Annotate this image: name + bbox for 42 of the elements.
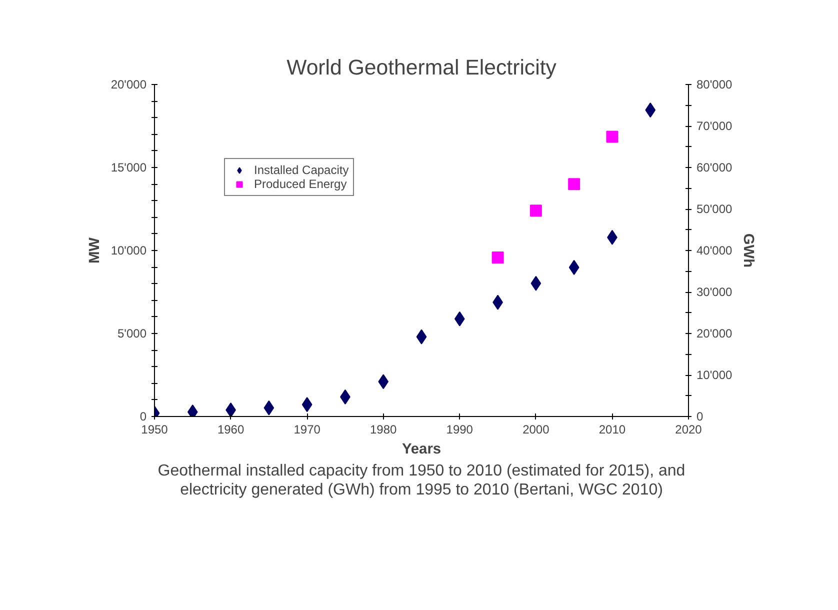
x-tick-label: 2010	[598, 422, 626, 436]
y2-tick-label: 50'000	[696, 202, 732, 216]
x-tick-label: 1980	[370, 422, 398, 436]
point	[454, 311, 465, 326]
point	[645, 102, 656, 118]
point	[530, 204, 542, 217]
x-tick-label: 1970	[294, 422, 321, 436]
y2-tick-label: 0	[696, 410, 704, 424]
y-tick-label: 0	[140, 410, 147, 424]
y-tick-label: 10'000	[110, 244, 147, 258]
point	[530, 276, 542, 291]
y-tick-label: 20'000	[110, 78, 147, 92]
y2-axis-title: GWh	[740, 233, 756, 268]
point	[226, 402, 236, 416]
chart-title: World Geothermal Electricity	[286, 56, 557, 80]
y2-tick-label: 70'000	[696, 119, 732, 133]
x-tick-label: 2020	[675, 422, 702, 436]
point	[492, 252, 504, 264]
y-tick-label: 15'000	[110, 160, 147, 174]
x-tick-label: 1960	[217, 422, 244, 436]
point	[302, 397, 312, 412]
point	[378, 374, 389, 390]
point	[416, 329, 427, 344]
y-tick-label: 5'000	[118, 326, 147, 340]
y2-tick-label: 40'000	[696, 244, 732, 258]
y2-tick-label: 60'000	[696, 160, 732, 174]
point	[568, 178, 580, 190]
y2-tick-label: 30'000	[696, 285, 732, 299]
point	[568, 260, 580, 275]
text: Geothermal installed capacity from 1950 to 2010 (estimated for 2015), and electricity generated (GWh) from 1995 to 2010 (Bertani, WGC 2010)	[158, 462, 686, 498]
legend-label: Produced Energy	[254, 177, 347, 191]
x-tick-label: 2000	[522, 422, 550, 436]
y2-tick-label: 20'000	[696, 326, 732, 340]
point	[606, 130, 618, 143]
y2-tick-label: 80'000	[696, 78, 732, 92]
x-tick-label: 1990	[446, 422, 474, 436]
x-axis-title: Years	[402, 442, 442, 458]
legend-label: Installed Capacity	[254, 163, 349, 177]
point	[264, 400, 274, 416]
y2-tick-label: 10'000	[696, 368, 732, 382]
x-tick-label: 1950	[141, 422, 168, 436]
y-axis-title: MW	[86, 237, 103, 264]
